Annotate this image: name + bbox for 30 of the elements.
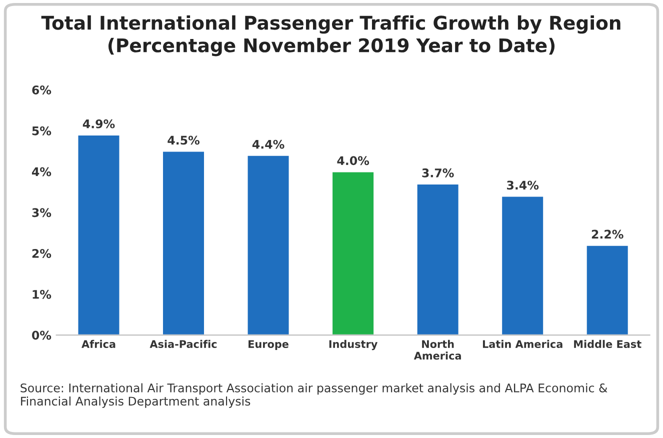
bar [162,150,206,336]
y-tick-label: 2% [32,249,52,258]
bar [585,244,630,336]
bar [76,134,121,336]
data-label: 4.4% [252,140,284,149]
chart-title: Total International Passenger Traffic Growth by Region (Percentage November 2019 Year to Date) [41,15,620,56]
bar [416,183,460,336]
y-tick-label: 6% [32,86,52,94]
x-tick-label: Asia-Pacific [150,340,217,348]
data-label: 4.9% [82,119,115,128]
bar [246,154,290,336]
data-label: 3.7% [422,168,454,178]
y-tick-label: 3% [32,208,52,218]
x-tick-label: Europe [248,340,288,350]
x-tick-label: Middle East [574,340,642,348]
data-label: 3.4% [507,180,539,190]
y-tick-label: 0% [32,330,52,340]
y-tick-label: 1% [32,290,52,299]
y-tick-label: 5% [32,126,52,136]
data-label: 2.2% [592,230,624,239]
y-tick-label: 4% [32,167,52,176]
source-note: Source: International Air Transport Association air passenger market analysis and ALPA Economic & Financial Analysis Department analysis [20,383,608,408]
x-tick-label: Latin America [482,340,562,348]
x-tick-label: Industry [329,340,378,350]
bar [500,195,544,336]
x-tick-label: Africa [82,340,116,348]
data-label: 4.0% [337,156,370,166]
data-label: 4.5% [168,136,200,145]
x-tick-label: North America [414,340,461,360]
bar [331,170,375,336]
